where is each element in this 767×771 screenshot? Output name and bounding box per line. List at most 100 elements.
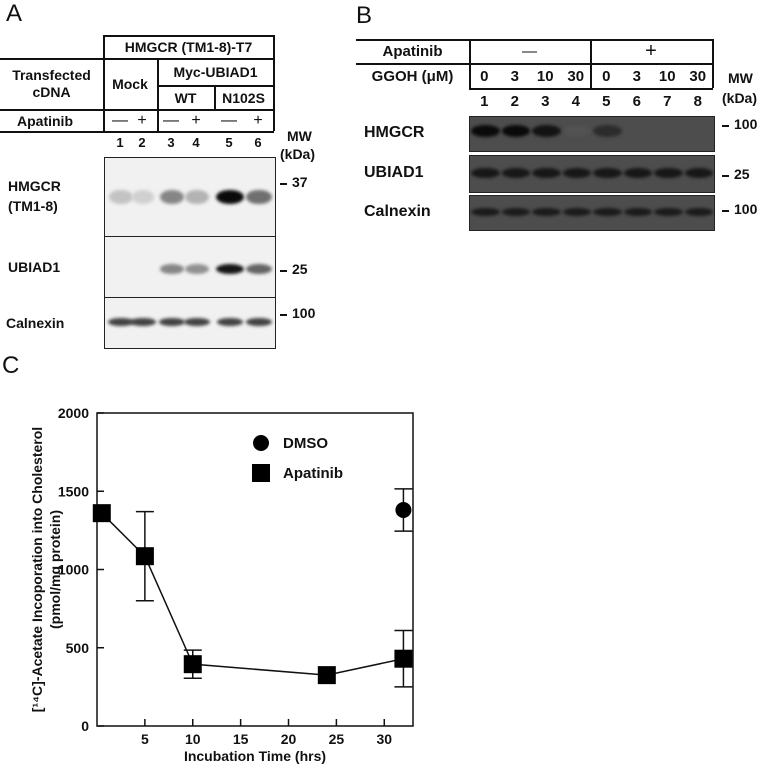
apatinib-label-b: Apatinib <box>382 43 443 60</box>
lane-number-b: 5 <box>602 92 611 110</box>
data-point-dmso <box>395 502 412 519</box>
kda-label-a: (kDa) <box>280 146 316 162</box>
ggoh-value: 3 <box>632 67 641 85</box>
mock-label: Mock <box>112 76 148 92</box>
x-tick-label: 30 <box>376 731 392 747</box>
cholesterol-synthesis-chart: 0 500 1000 1500 2000 5 10 15 20 25 30 Incubation Ti… <box>29 405 414 764</box>
legend-marker-dmso <box>253 435 269 451</box>
y-tick-label: 0 <box>81 718 89 734</box>
data-point-apatinib <box>135 547 154 566</box>
band <box>159 190 185 204</box>
mw-value-a: 25 <box>292 261 308 277</box>
construct-header: HMGCR (TM1-8)-T7 <box>124 39 253 55</box>
mw-tick <box>722 125 729 127</box>
band <box>532 125 561 137</box>
x-tick-label: 20 <box>281 731 297 747</box>
legend-label-dmso: DMSO <box>283 435 328 452</box>
series-line-apatinib <box>101 512 404 676</box>
band <box>216 190 244 204</box>
mw-value-a: 100 <box>292 305 316 321</box>
apatinib-treatment-a: — <box>221 111 237 129</box>
band <box>109 190 133 204</box>
ggoh-value: 0 <box>480 67 489 85</box>
ggoh-value: 10 <box>536 67 554 85</box>
legend-marker-apatinib <box>252 464 270 482</box>
y-axis-label: [¹⁴C]-Acetate Incoporation into Choleste… <box>29 427 45 712</box>
wt-label: WT <box>174 89 197 106</box>
apatinib-label-a: Apatinib <box>17 112 73 129</box>
ggoh-value: 30 <box>689 67 707 85</box>
lane-number-a: 2 <box>138 134 146 150</box>
mw-value-b: 100 <box>734 201 758 217</box>
mw-tick <box>280 270 287 272</box>
band <box>501 168 530 178</box>
apatinib-treatment-a: + <box>253 111 263 129</box>
mw-tick <box>722 210 729 212</box>
lane-number-a: 6 <box>254 134 262 150</box>
mw-value-b: 100 <box>734 116 758 132</box>
band <box>107 318 135 326</box>
band <box>684 168 713 178</box>
x-tick-label: 15 <box>233 731 249 747</box>
band <box>159 264 185 274</box>
apatinib-treatment-a: + <box>191 111 201 129</box>
ggoh-label: GGOH (μM) <box>371 67 454 85</box>
data-point-apatinib <box>317 666 336 685</box>
lane-number-b: 1 <box>480 92 489 110</box>
band <box>245 318 273 326</box>
band <box>562 168 591 178</box>
blot-b-2 <box>469 195 715 231</box>
lane-number-a: 4 <box>192 134 200 150</box>
mw-tick <box>722 175 729 177</box>
band <box>593 168 622 178</box>
mw-label-a: MW <box>287 128 312 144</box>
band <box>593 125 622 137</box>
panel-c-letter: C <box>2 352 20 379</box>
blot-label-a: Calnexin <box>6 315 65 331</box>
lane-number-b: 4 <box>571 92 580 110</box>
y-axis-label-units: (pmol/mg protein) <box>47 510 63 629</box>
blot-a-0 <box>104 157 276 237</box>
band <box>532 208 561 216</box>
panel-b-letter: B <box>356 2 373 29</box>
data-point-apatinib <box>394 649 413 668</box>
blot-label-b: HMGCR <box>364 124 425 141</box>
blot-label-a: HMGCR (TM1-8) <box>8 178 61 214</box>
lane-number-b: 6 <box>632 92 641 110</box>
y-tick-label: 1000 <box>58 562 89 578</box>
y-tick-label: 500 <box>66 640 90 656</box>
apatinib-treatment-a: — <box>163 111 179 129</box>
band <box>623 208 652 216</box>
blot-a-2 <box>104 297 276 349</box>
band <box>129 318 157 326</box>
kda-label-b: (kDa) <box>722 90 758 106</box>
mw-value-a: 37 <box>292 174 308 190</box>
blot-b-1 <box>469 155 715 193</box>
band <box>532 168 561 178</box>
ggoh-value: 30 <box>567 67 585 85</box>
band <box>501 125 530 137</box>
band <box>183 318 211 326</box>
mw-value-b: 25 <box>734 166 750 182</box>
y-tick-label: 1500 <box>58 483 89 499</box>
band <box>185 190 209 204</box>
apatinib-minus: — <box>522 43 537 60</box>
ggoh-value: 3 <box>510 67 519 85</box>
x-tick-label: 25 <box>329 731 345 747</box>
band <box>471 208 500 216</box>
ggoh-value: 10 <box>658 67 676 85</box>
mw-label-b: MW <box>728 70 753 86</box>
legend-label-apatinib: Apatinib <box>283 465 343 482</box>
lane-number-b: 2 <box>510 92 519 110</box>
lane-number-a: 5 <box>225 134 233 150</box>
x-axis-label: Incubation Time (hrs) <box>184 748 326 764</box>
band <box>246 264 272 274</box>
mw-tick <box>280 314 287 316</box>
blot-label-a: UBIAD1 <box>8 259 61 275</box>
band <box>216 318 244 326</box>
n102s-label: N102S <box>222 89 265 106</box>
apatinib-treatment-a: — <box>112 111 128 129</box>
y-tick-label: 2000 <box>58 405 89 421</box>
band <box>684 208 713 216</box>
blot-a-1 <box>104 236 276 298</box>
